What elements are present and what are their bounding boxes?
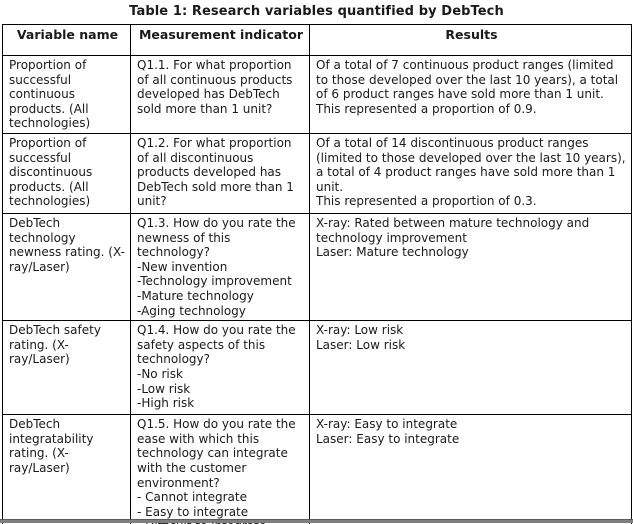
cell-variable-name: DebTech safety rating. (X-ray/Laser) <box>2 320 131 416</box>
table-row: Proportion of successful continuous prod… <box>2 55 632 134</box>
page-bottom-divider <box>0 519 633 523</box>
cell-variable-name: DebTech integratability rating. (X-ray/L… <box>2 414 131 524</box>
column-header-measurement-indicator: Measurement indicator <box>130 24 310 56</box>
table-row: DebTech integratability rating. (X-ray/L… <box>2 414 632 524</box>
cell-results: Of a total of 7 continuous product range… <box>309 55 632 134</box>
column-header-results: Results <box>309 24 632 56</box>
cell-results: X-ray: Rated between mature technology a… <box>309 212 632 322</box>
cell-variable-name: Proportion of successful discontinuous p… <box>2 132 131 214</box>
column-header-variable-name: Variable name <box>2 24 131 56</box>
cell-measurement-indicator: Q1.1. For what proportion of all continu… <box>130 55 310 134</box>
research-variables-table: Variable name Measurement indicator Resu… <box>2 24 632 524</box>
cell-results: X-ray: Easy to integrate Laser: Easy to … <box>309 414 632 524</box>
header-row: Variable name Measurement indicator Resu… <box>2 24 632 56</box>
cell-variable-name: DebTech technology newness rating. (X-ra… <box>2 212 131 322</box>
table-row: DebTech safety rating. (X-ray/Laser) Q1.… <box>2 320 632 416</box>
cell-measurement-indicator: Q1.2. For what proportion of all discont… <box>130 132 310 214</box>
table-row: DebTech technology newness rating. (X-ra… <box>2 212 632 322</box>
cell-measurement-indicator: Q1.5. How do you rate the ease with whic… <box>130 414 310 524</box>
cell-variable-name: Proportion of successful continuous prod… <box>2 55 131 134</box>
cell-measurement-indicator: Q1.3. How do you rate the newness of thi… <box>130 212 310 322</box>
cell-results: Of a total of 14 discontinuous product r… <box>309 132 632 214</box>
cell-results: X-ray: Low risk Laser: Low risk <box>309 320 632 416</box>
table-title: Table 1: Research variables quantified b… <box>129 4 504 19</box>
cell-measurement-indicator: Q1.4. How do you rate the safety aspects… <box>130 320 310 416</box>
table-row: Proportion of successful discontinuous p… <box>2 132 632 214</box>
